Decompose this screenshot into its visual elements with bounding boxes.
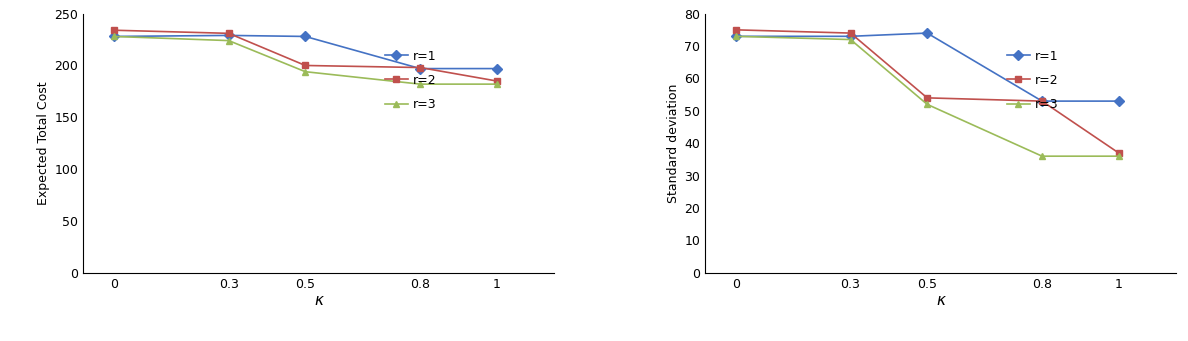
X-axis label: κ: κ xyxy=(936,294,946,309)
r=2 xyxy=(843,31,858,35)
r=1 xyxy=(298,34,312,39)
r=3 xyxy=(1112,154,1126,158)
r=3 xyxy=(107,34,121,39)
r=3 xyxy=(222,39,236,43)
r=1 xyxy=(920,31,934,35)
X-axis label: κ: κ xyxy=(314,294,323,309)
r=2 xyxy=(728,28,742,32)
r=2 xyxy=(1112,151,1126,155)
r=1 xyxy=(489,66,504,71)
r=2 xyxy=(222,31,236,35)
Line: r=3: r=3 xyxy=(110,33,500,88)
r=3 xyxy=(298,70,312,74)
r=1 xyxy=(843,34,858,38)
r=2 xyxy=(413,65,428,70)
Line: r=2: r=2 xyxy=(110,27,500,85)
Line: r=2: r=2 xyxy=(732,26,1123,157)
r=3 xyxy=(843,38,858,42)
r=1 xyxy=(413,66,428,71)
Legend: r=1, r=2, r=3: r=1, r=2, r=3 xyxy=(381,46,440,115)
r=3 xyxy=(413,82,428,86)
r=3 xyxy=(1035,154,1049,158)
r=1 xyxy=(1112,99,1126,103)
Line: r=1: r=1 xyxy=(110,32,500,72)
r=2 xyxy=(1035,99,1049,103)
r=2 xyxy=(298,63,312,68)
Y-axis label: Expected Total Cost: Expected Total Cost xyxy=(37,81,50,205)
r=1 xyxy=(1035,99,1049,103)
Line: r=3: r=3 xyxy=(732,33,1123,160)
r=3 xyxy=(489,82,504,86)
Legend: r=1, r=2, r=3: r=1, r=2, r=3 xyxy=(1004,46,1062,115)
r=3 xyxy=(920,102,934,106)
r=1 xyxy=(222,33,236,38)
Y-axis label: Standard deviation: Standard deviation xyxy=(666,84,680,203)
r=3 xyxy=(728,34,742,38)
r=2 xyxy=(920,96,934,100)
r=1 xyxy=(728,34,742,38)
r=2 xyxy=(489,79,504,83)
r=2 xyxy=(107,28,121,32)
Line: r=1: r=1 xyxy=(732,30,1123,105)
r=1 xyxy=(107,34,121,39)
